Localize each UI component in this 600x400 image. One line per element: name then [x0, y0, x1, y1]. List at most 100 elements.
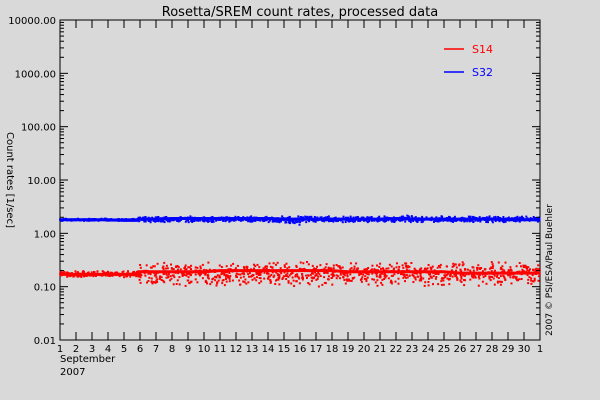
data-point	[402, 266, 405, 269]
data-point	[518, 278, 521, 281]
data-point	[315, 278, 318, 281]
data-point	[288, 215, 291, 218]
data-point	[184, 284, 187, 287]
data-point	[258, 266, 261, 269]
data-point	[291, 276, 294, 279]
x-tick-label: 8	[169, 344, 175, 355]
data-point	[484, 268, 487, 271]
data-point	[306, 261, 308, 263]
data-point	[167, 276, 170, 279]
data-point	[184, 220, 187, 223]
data-point	[345, 278, 348, 281]
data-point	[326, 216, 329, 218]
data-point	[522, 264, 525, 267]
data-point	[297, 220, 299, 223]
data-point	[316, 216, 319, 219]
data-point	[285, 262, 288, 265]
data-point	[527, 266, 530, 269]
data-point	[228, 276, 231, 279]
data-point	[255, 279, 258, 282]
data-point	[127, 270, 129, 273]
data-point	[90, 271, 93, 274]
data-point	[231, 279, 234, 282]
data-point	[366, 273, 369, 276]
data-point	[537, 264, 540, 267]
data-point	[195, 219, 198, 222]
data-point	[537, 279, 540, 282]
data-point	[327, 215, 330, 218]
data-point	[376, 284, 379, 287]
data-point	[440, 216, 443, 218]
data-point	[161, 266, 164, 269]
data-point	[490, 270, 493, 273]
data-point	[185, 268, 188, 271]
data-point	[367, 273, 370, 276]
data-point	[365, 219, 368, 222]
data-point	[512, 276, 515, 279]
data-point	[175, 283, 178, 285]
data-point	[412, 275, 415, 277]
x-tick-label: 1	[57, 344, 63, 355]
data-point	[463, 274, 466, 277]
data-point	[519, 216, 521, 219]
data-point	[498, 280, 501, 283]
data-point	[349, 279, 352, 282]
data-point	[217, 279, 220, 282]
data-point	[515, 216, 518, 219]
data-point	[323, 272, 326, 274]
data-point	[390, 265, 393, 268]
x-tick-label: 1	[537, 344, 543, 355]
data-point	[428, 277, 431, 280]
data-point	[303, 267, 306, 270]
data-point	[376, 264, 378, 267]
data-point	[278, 274, 281, 277]
data-point	[276, 220, 279, 223]
data-point	[420, 267, 423, 270]
data-point	[288, 220, 291, 223]
data-point	[286, 272, 289, 275]
data-point	[203, 268, 206, 271]
data-point	[385, 219, 387, 222]
data-point	[267, 277, 270, 280]
x-axis-month-label: September	[60, 354, 116, 365]
y-tick-label: 10000.00	[8, 16, 56, 27]
data-point	[144, 274, 147, 277]
data-point	[275, 271, 278, 274]
x-tick-label: 27	[470, 344, 483, 355]
data-point	[107, 270, 110, 273]
data-point	[513, 217, 516, 219]
data-point	[461, 261, 464, 264]
data-point	[521, 215, 523, 218]
x-tick-label: 15	[278, 344, 291, 355]
data-point	[411, 273, 414, 276]
data-point	[76, 275, 79, 278]
data-point	[167, 273, 170, 275]
data-point	[535, 267, 538, 270]
data-point	[387, 277, 390, 280]
data-point	[228, 277, 231, 280]
data-point	[528, 276, 531, 279]
data-point	[256, 276, 258, 279]
data-point	[276, 278, 279, 281]
chart-title: Rosetta/SREM count rates, processed data	[162, 5, 438, 20]
data-point	[165, 272, 168, 275]
data-point	[500, 266, 502, 269]
data-point	[66, 275, 69, 278]
data-point	[293, 285, 296, 287]
data-point	[315, 273, 318, 276]
data-point	[295, 266, 298, 268]
data-point	[148, 276, 151, 279]
data-point	[137, 220, 140, 223]
data-point	[419, 272, 422, 275]
data-point	[362, 273, 365, 276]
data-point	[489, 275, 492, 278]
data-point	[353, 265, 356, 268]
data-point	[489, 279, 492, 282]
data-point	[321, 283, 324, 286]
data-point	[491, 276, 494, 278]
data-point	[259, 219, 262, 222]
data-point	[74, 270, 77, 273]
data-point	[301, 219, 304, 222]
data-point	[509, 266, 512, 269]
data-point	[353, 220, 356, 223]
